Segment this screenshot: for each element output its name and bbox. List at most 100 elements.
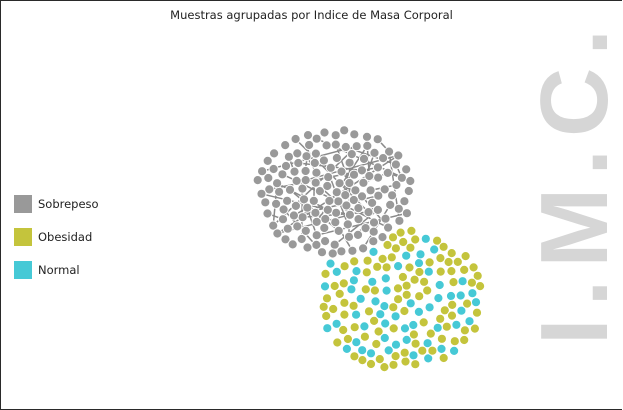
bubble-point[interactable] — [415, 249, 426, 260]
bubble-point[interactable] — [410, 234, 421, 245]
bubble-point[interactable] — [438, 241, 449, 252]
bubble-point[interactable] — [274, 186, 285, 197]
bubble-point[interactable] — [365, 185, 376, 196]
bubble-point[interactable] — [272, 228, 283, 239]
bubble-point[interactable] — [358, 177, 369, 188]
bubble-point[interactable] — [325, 258, 336, 269]
bubble-point[interactable] — [369, 147, 380, 158]
bubble-point[interactable] — [328, 303, 339, 315]
bubble-point[interactable] — [331, 266, 342, 277]
bubble-point[interactable] — [448, 277, 459, 288]
bubble-point[interactable] — [390, 311, 401, 322]
bubble-point[interactable] — [256, 188, 267, 199]
bubble-point[interactable] — [304, 139, 315, 151]
bubble-point[interactable] — [420, 233, 431, 244]
bubble-point[interactable] — [368, 226, 379, 237]
bubble-point[interactable] — [368, 217, 380, 228]
bubble-point[interactable] — [342, 333, 353, 345]
bubble-point[interactable] — [393, 261, 404, 272]
bubble-point[interactable] — [436, 333, 447, 344]
bubble-point[interactable] — [379, 332, 390, 344]
bubble-point[interactable] — [361, 131, 373, 142]
bubble-point[interactable] — [446, 310, 458, 321]
bubble-point[interactable] — [300, 225, 311, 236]
bubble-point[interactable] — [377, 253, 388, 264]
bubble-point[interactable] — [423, 266, 434, 277]
bubble-point[interactable] — [380, 318, 391, 329]
bubble-point[interactable] — [385, 199, 396, 210]
bubble-point[interactable] — [271, 198, 282, 209]
bubble-point[interactable] — [469, 323, 480, 334]
bubble-point[interactable] — [310, 148, 321, 159]
bubble-point[interactable] — [419, 276, 430, 287]
bubble-point[interactable] — [446, 266, 457, 277]
bubble-point[interactable] — [342, 219, 353, 230]
bubble-point[interactable] — [373, 190, 384, 201]
bubble-point[interactable] — [264, 184, 275, 195]
bubble-point[interactable] — [280, 234, 291, 245]
bubble-point[interactable] — [320, 268, 331, 279]
bubble-point[interactable] — [468, 262, 479, 273]
bubble-point[interactable] — [466, 277, 477, 288]
bubble-point[interactable] — [348, 275, 359, 286]
bubble-point[interactable] — [349, 129, 360, 140]
bubble-point[interactable] — [311, 239, 322, 250]
bubble-point[interactable] — [351, 266, 362, 277]
bubble-point[interactable] — [308, 195, 319, 206]
bubble-point[interactable] — [393, 203, 404, 214]
bubble-point[interactable] — [380, 213, 391, 224]
bubble-point[interactable] — [460, 251, 471, 262]
bubble-point[interactable] — [262, 155, 273, 166]
bubble-point[interactable] — [414, 266, 425, 278]
bubble-point[interactable] — [365, 358, 377, 370]
bubble-point[interactable] — [403, 185, 414, 197]
bubble-point[interactable] — [355, 293, 366, 304]
bubble-point[interactable] — [383, 345, 394, 356]
bubble-point[interactable] — [302, 130, 314, 141]
bubble-point[interactable] — [319, 281, 331, 292]
bubble-point[interactable] — [383, 222, 394, 233]
bubble-point[interactable] — [344, 177, 355, 189]
bubble-point[interactable] — [331, 152, 342, 164]
bubble-point[interactable] — [390, 243, 401, 254]
legend-item-normal[interactable]: Normal — [14, 261, 99, 279]
bubble-point[interactable] — [370, 296, 381, 307]
bubble-point[interactable] — [331, 187, 342, 198]
bubble-point[interactable] — [397, 271, 408, 283]
bubble-point[interactable] — [351, 141, 362, 152]
legend-item-sobrepeso[interactable]: Sobrepeso — [14, 195, 99, 213]
bubble-point[interactable] — [408, 319, 419, 331]
bubble-point[interactable] — [252, 175, 263, 186]
bubble-point[interactable] — [367, 276, 378, 287]
bubble-point[interactable] — [408, 350, 419, 361]
bubble-point[interactable] — [405, 298, 416, 309]
bubble-point[interactable] — [332, 337, 343, 348]
bubble-point[interactable] — [424, 302, 435, 313]
bubble-point[interactable] — [373, 172, 384, 183]
bubble-point[interactable] — [262, 208, 273, 219]
bubble-point[interactable] — [321, 293, 333, 304]
bubble-point[interactable] — [272, 178, 283, 189]
bubble-point[interactable] — [365, 348, 377, 359]
bubble-point[interactable] — [406, 225, 417, 236]
bubble-point[interactable] — [361, 267, 372, 278]
bubble-point[interactable] — [381, 285, 392, 296]
bubble-point[interactable] — [336, 166, 347, 177]
bubble-point[interactable] — [329, 280, 340, 292]
bubble-point[interactable] — [401, 289, 412, 300]
bubble-point[interactable] — [351, 337, 362, 348]
bubble-point[interactable] — [472, 270, 483, 281]
bubble-point[interactable] — [260, 197, 271, 208]
bubble-point[interactable] — [390, 339, 402, 350]
bubble-point[interactable] — [393, 150, 404, 161]
bubble-point[interactable] — [391, 179, 402, 191]
bubble-point[interactable] — [404, 262, 415, 273]
bubble-point[interactable] — [393, 294, 404, 305]
bubble-point[interactable] — [380, 273, 391, 284]
bubble-point[interactable] — [340, 190, 351, 201]
bubble-point[interactable] — [459, 264, 470, 275]
bubble-point[interactable] — [375, 309, 386, 320]
bubble-point[interactable] — [388, 302, 399, 313]
bubble-point[interactable] — [291, 175, 302, 186]
bubble-point[interactable] — [353, 214, 364, 225]
